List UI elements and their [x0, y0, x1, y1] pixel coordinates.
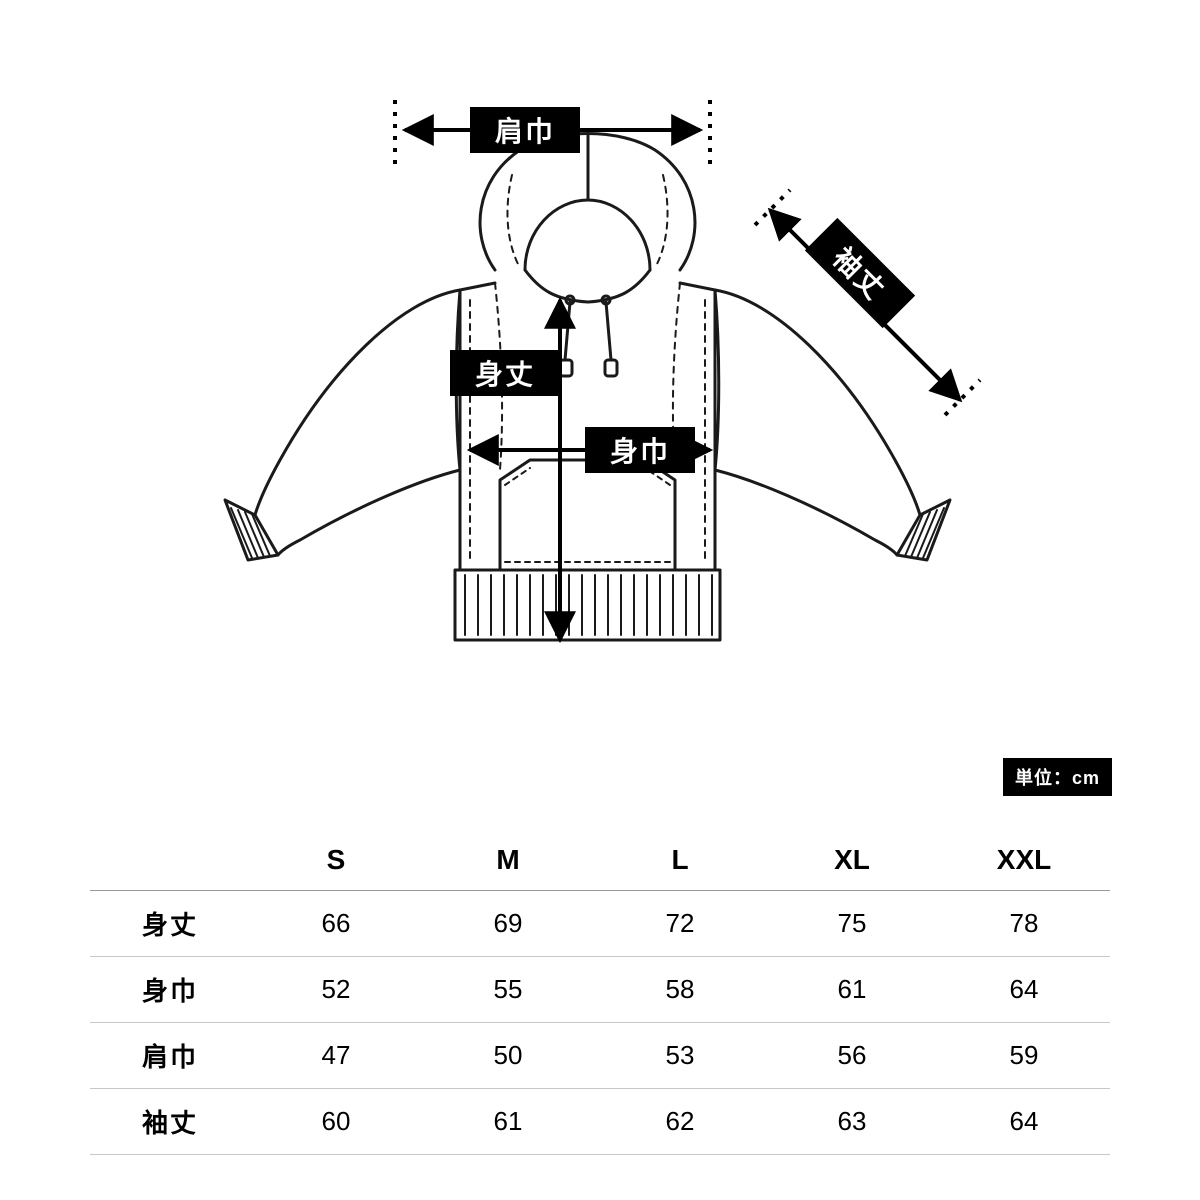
table-row: 袖丈 60 61 62 63 64 [90, 1089, 1110, 1155]
label-length: 身丈 [450, 350, 560, 396]
size-table: S M L XL XXL 身丈 66 69 72 75 78 身巾 52 55 … [90, 830, 1110, 1155]
row-name-0: 身丈 [90, 891, 250, 957]
size-col-0: S [250, 830, 422, 891]
table-row: 肩巾 47 50 53 56 59 [90, 1023, 1110, 1089]
size-col-1: M [422, 830, 594, 891]
hoodie-diagram: 肩巾 袖丈 身丈 身巾 [0, 0, 1200, 760]
row-name-3: 袖丈 [90, 1089, 250, 1155]
size-col-3: XL [766, 830, 938, 891]
row-name-1: 身巾 [90, 957, 250, 1023]
table-row: 身巾 52 55 58 61 64 [90, 957, 1110, 1023]
table-row: 身丈 66 69 72 75 78 [90, 891, 1110, 957]
unit-badge: 単位：cm [1003, 758, 1112, 796]
table-header-row: S M L XL XXL [90, 830, 1110, 891]
size-col-4: XXL [938, 830, 1110, 891]
label-shoulder: 肩巾 [470, 107, 580, 153]
row-name-2: 肩巾 [90, 1023, 250, 1089]
label-width: 身巾 [585, 427, 695, 473]
size-col-2: L [594, 830, 766, 891]
